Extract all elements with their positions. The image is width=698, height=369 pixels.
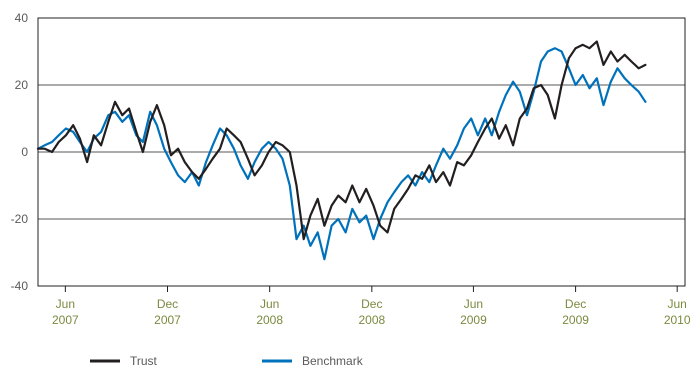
x-tick-month: Jun — [668, 297, 687, 311]
y-tick-label: -20 — [11, 212, 29, 226]
legend-label-benchmark: Benchmark — [302, 354, 364, 368]
x-tick-year: 2008 — [358, 313, 385, 327]
x-tick-year: 2009 — [460, 313, 487, 327]
x-tick-month: Jun — [260, 297, 279, 311]
series-layer — [36, 40, 647, 261]
x-tick-year: 2010 — [664, 313, 691, 327]
y-tick-label: 40 — [15, 11, 29, 25]
x-tick-label: Jun 2010 — [664, 297, 691, 327]
x-tick-month: Jun — [464, 297, 483, 311]
y-axis: 40 20 0 -20 -40 — [11, 11, 29, 293]
x-tick-year: 2008 — [256, 313, 283, 327]
series-line-trust — [36, 40, 647, 241]
legend-label-trust: Trust — [130, 354, 158, 368]
x-tick-label: Dec 2008 — [358, 297, 385, 327]
x-tick-label: Dec 2007 — [154, 297, 181, 327]
x-tick-label: Jun 2009 — [460, 297, 487, 327]
x-tick-year: 2007 — [52, 313, 79, 327]
series-line-benchmark — [36, 47, 647, 261]
x-tick-month: Dec — [361, 297, 382, 311]
x-tick-year: 2009 — [562, 313, 589, 327]
legend: Trust Benchmark — [90, 354, 364, 368]
x-tick-month: Dec — [565, 297, 586, 311]
x-tick-label: Jun 2007 — [52, 297, 79, 327]
x-tick-month: Dec — [157, 297, 178, 311]
x-tick-month: Jun — [56, 297, 75, 311]
x-tick-label: Dec 2009 — [562, 297, 589, 327]
x-tick-label: Jun 2008 — [256, 297, 283, 327]
plot-area-frame — [37, 17, 686, 287]
y-tick-label: 20 — [15, 78, 29, 92]
y-tick-label: 0 — [21, 145, 28, 159]
y-tick-label: -40 — [11, 279, 29, 293]
x-tick-year: 2007 — [154, 313, 181, 327]
x-axis: Jun 2007 Dec 2007 Jun 2008 Dec 2008 Jun 2009 Dec 20… — [52, 286, 691, 327]
